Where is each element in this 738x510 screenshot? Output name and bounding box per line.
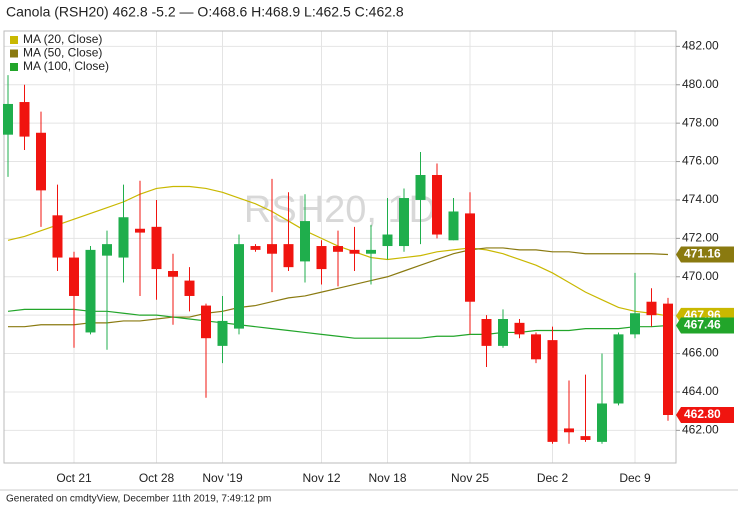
candle-body [267,244,277,254]
candle-body [234,244,244,329]
price-tag [676,317,734,334]
candle-body [382,234,393,247]
candle-body [646,301,657,316]
x-tick-label: Nov '19 [202,471,243,485]
candle-body [201,305,211,339]
chart-title: Canola (RSH20) 462.8 -5.2 — O:468.6 H:46… [6,4,404,20]
candle-body [415,175,426,200]
candle-body [300,221,310,262]
candle-body [514,322,525,335]
candle-body [547,340,558,442]
candle-body [465,213,475,302]
candle-body [283,244,294,268]
y-tick-label: 482.00 [682,39,719,53]
candle-body [580,436,591,440]
x-tick-label: Oct 28 [139,471,175,485]
legend-swatch [10,63,18,71]
candle-body [597,403,607,442]
price-tag [676,246,734,263]
price-tag-label: 471.16 [684,247,721,261]
candle-body [135,228,145,233]
y-tick-label: 462.00 [682,423,719,437]
legend-swatch [10,49,18,58]
legend-swatch [10,36,18,44]
candle-body [184,280,195,296]
y-tick-label: 472.00 [682,231,719,245]
y-tick-label: 480.00 [682,77,719,91]
y-tick-label: 474.00 [682,192,719,206]
x-tick-label: Nov 12 [302,471,340,485]
x-tick-label: Dec 9 [619,471,651,485]
x-tick-label: Nov 18 [368,471,406,485]
price-tag-label: 467.46 [684,318,721,332]
legend-label: MA (20, Close) [23,32,102,46]
candle-body [118,217,129,258]
x-tick-label: Nov 25 [451,471,489,485]
y-tick-label: 478.00 [682,115,719,129]
candle-body [481,319,492,346]
candle-body [366,249,376,254]
candle-body [250,246,261,250]
candle-body [448,211,459,241]
y-tick-label: 466.00 [682,346,719,360]
ma-line [7,308,669,339]
candle-body [3,103,13,135]
candle-body [69,257,79,296]
candle-body [316,246,327,270]
candle-body [217,320,228,346]
candle-body [102,244,112,256]
candle-body [333,246,343,252]
candle-body [151,226,162,270]
x-tick-label: Dec 2 [537,471,569,485]
candle-body [432,175,442,235]
candle-body [613,334,624,404]
y-tick-label: 470.00 [682,269,719,283]
ma-line [8,247,669,328]
candle-body [399,198,409,247]
candle-body [19,102,30,137]
footer: Generated on cmdtyView, December 11th 20… [6,494,271,505]
legend-label: MA (100, Close) [23,59,109,73]
legend-label: MA (50, Close) [23,46,102,60]
candle-body [52,215,63,258]
candle-body [564,428,574,433]
price-tag-label: 462.80 [684,407,721,421]
candle-body [349,249,360,254]
candle-body [85,249,96,333]
candle-body [36,132,46,191]
x-tick-label: Oct 21 [56,471,92,485]
candle-body [498,319,508,346]
y-tick-label: 464.00 [682,384,719,398]
candle-body [630,313,640,335]
candle-body [531,334,541,360]
price-tag [676,407,734,423]
plot-frame [3,30,677,464]
candle-body [168,271,178,277]
candle-body [663,303,673,415]
y-tick-label: 476.00 [682,154,719,168]
